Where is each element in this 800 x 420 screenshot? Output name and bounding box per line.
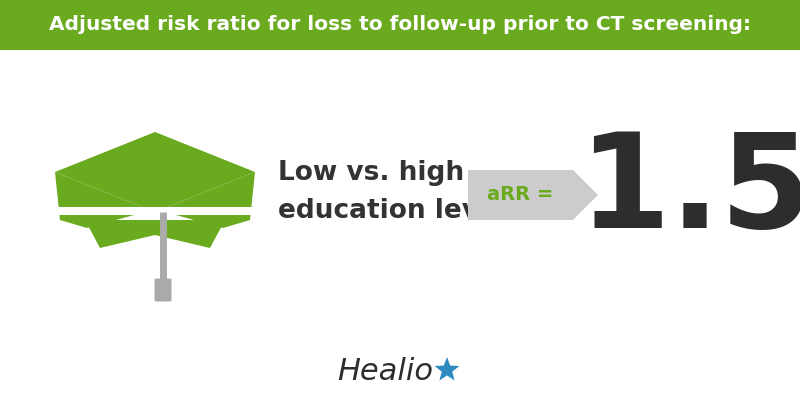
Bar (0, 0, 800, 50)
FancyBboxPatch shape (154, 278, 171, 302)
Text: Low vs. high
education level: Low vs. high education level (278, 160, 506, 224)
Polygon shape (155, 172, 255, 228)
Bar (53, 207, 257, 215)
Text: Adjusted risk ratio for loss to follow-up prior to CT screening:: Adjusted risk ratio for loss to follow-u… (49, 16, 751, 34)
Polygon shape (55, 172, 155, 228)
Text: aRR =: aRR = (487, 186, 554, 205)
Polygon shape (85, 220, 225, 248)
Text: Healio: Healio (337, 357, 433, 386)
Polygon shape (434, 357, 459, 381)
Polygon shape (468, 170, 598, 220)
Text: 1.5: 1.5 (578, 129, 800, 255)
Polygon shape (55, 132, 255, 212)
